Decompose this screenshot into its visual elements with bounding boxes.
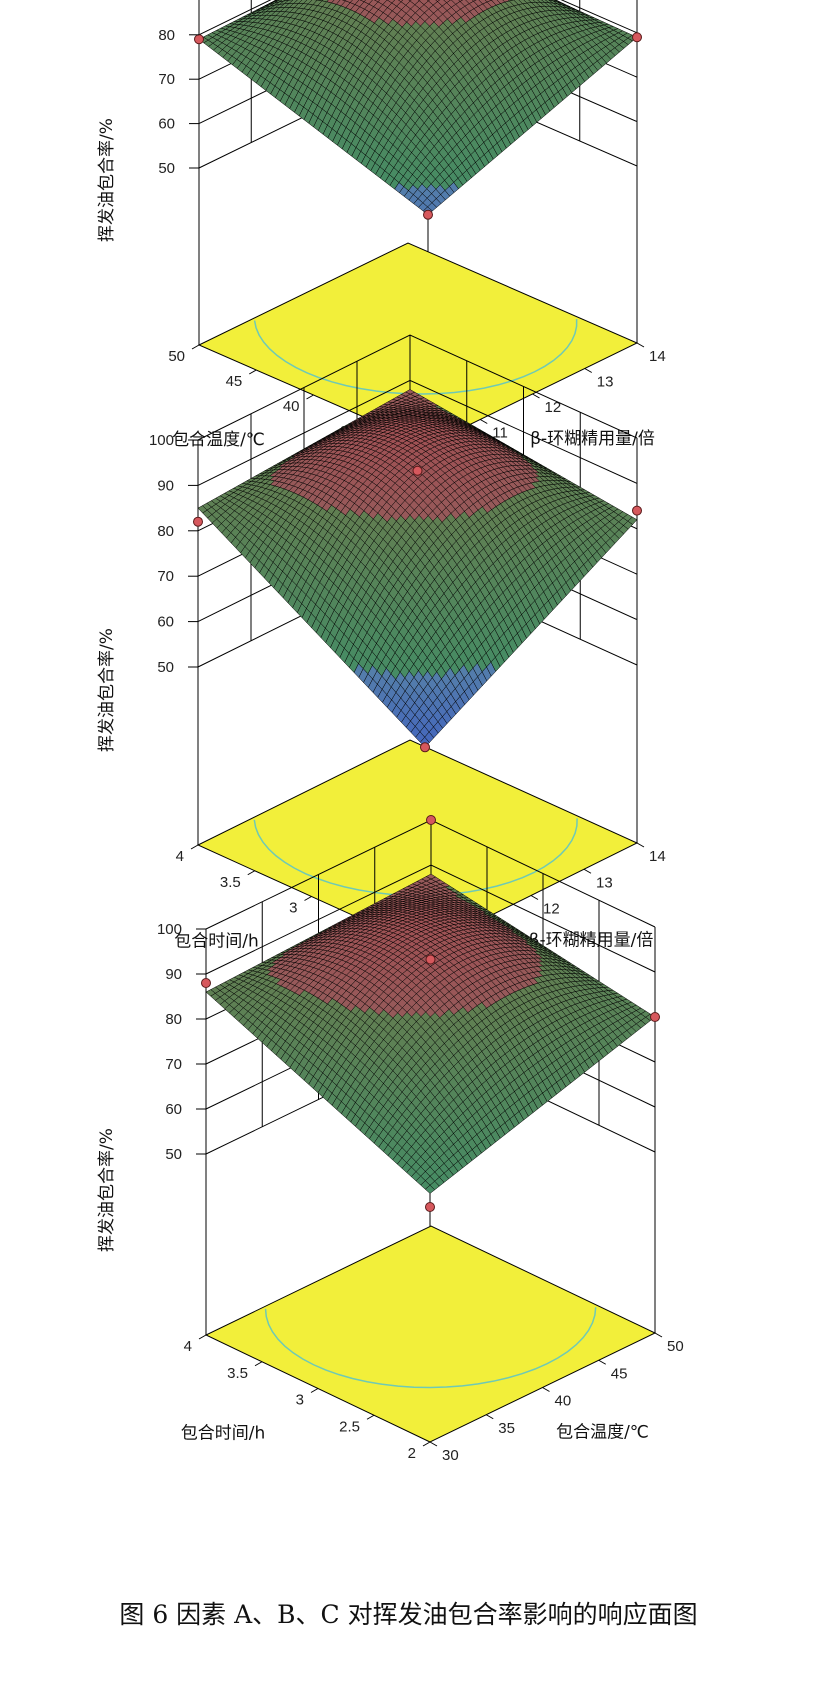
response-surface [205,873,656,1194]
design-point [420,742,430,753]
design-point [412,465,423,476]
left-axis-tick [247,870,255,876]
surface-cell [435,0,441,2]
z-tick-label: 50 [157,659,174,676]
left-axis-tick [191,344,200,350]
design-point [194,34,204,45]
z-tick-label: 70 [158,71,175,88]
surface-cell [397,0,404,3]
contour-floor [197,242,639,446]
left-axis-label: 包合时间/h [174,932,259,952]
z-tick-label: 50 [158,160,175,177]
gridline [198,0,638,36]
design-point [632,505,642,516]
right-axis-label: β-环糊精用量/倍 [529,931,654,951]
left-axis-tick [249,369,257,375]
right-axis-tick-label: 13 [596,874,613,891]
z-tick-label: 100 [149,432,174,449]
left-axis-tick-label: 50 [168,348,185,365]
left-axis-tick [190,844,199,850]
right-axis-tick-label: 11 [492,425,508,442]
z-tick-label: 80 [158,27,175,44]
left-axis-tick-label: 3.5 [220,874,241,891]
right-axis-tick-label: 14 [649,848,666,865]
left-axis-tick [306,394,314,400]
left-axis-tick-label: 40 [283,398,300,415]
right-axis-tick-label: 12 [545,399,562,416]
contour-floor [196,739,639,949]
z-tick-label: 60 [158,116,175,133]
right-axis-tick [636,342,645,348]
right-axis-tick-label: 13 [597,374,614,391]
right-axis-label: β-环糊精用量/倍 [530,429,655,449]
z-axis-label: 挥发油包合率/% [97,628,117,752]
design-point [632,32,642,43]
z-axis-label: 挥发油包合率/% [97,118,117,242]
design-point [193,516,203,527]
left-axis-label: 包合温度/℃ [172,430,265,450]
right-axis-tick [480,419,488,424]
contour-line [253,319,578,395]
right-axis-tick [530,895,539,900]
response-surface [197,389,638,748]
z-tick-label: 70 [157,568,174,585]
left-axis-tick-label: 4 [176,848,184,865]
z-tick-label: 60 [157,614,174,631]
left-axis-tick-label: 45 [226,373,243,390]
right-axis-tick [636,842,645,848]
design-point [423,209,433,220]
right-axis-tick [583,868,592,874]
z-tick-label: 90 [157,477,174,494]
right-axis-tick-label: 14 [649,348,666,365]
right-axis-tick [584,368,592,373]
right-axis-tick [532,393,540,399]
z-tick-label: 80 [157,523,174,540]
left-axis-tick [304,896,312,901]
surface-plot-3: 1009080706050挥发油包合率/%43.532.52包合时间/h3035… [97,815,684,1464]
response-surface [198,0,638,216]
left-axis-tick-label: 3 [289,900,297,917]
right-axis-tick-label: 12 [543,901,560,918]
surface-plot-1: 1009080706050挥发油包合率/%5045403530包合温度/℃101… [97,0,666,467]
